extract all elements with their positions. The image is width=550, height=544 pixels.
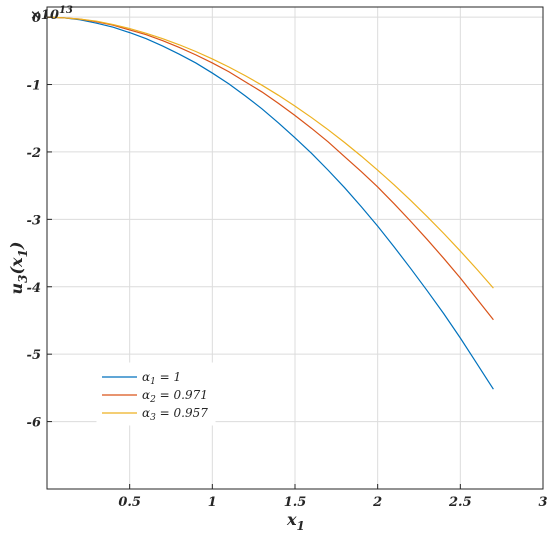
tick-layer: 0.5 1 1.5 2 2.5 3 0 -1 -2 -3 -4 -5 -6 [27,11,548,510]
legend-value: = 0.971 [156,388,208,402]
y-exponent-power: 13 [59,5,73,16]
legend-subscript: 1 [150,377,156,387]
y-axis-label-arg-sub: 1 [16,249,30,257]
y-axis-label-arg: (x [7,257,26,275]
legend-subscript: 3 [150,413,156,423]
y-exponent-label: ×1013 [30,5,73,23]
legend-value: = 1 [156,370,181,384]
y-axis-label-main: u [7,283,26,295]
legend-box [96,362,216,426]
x-tick-label: 1 [208,495,217,510]
x-tick-label: 2.5 [448,495,472,510]
x-axis-label-main: x [286,510,297,529]
y-tick-label: 0 [32,11,41,26]
series-line-2 [46,16,494,321]
y-tick-label: -6 [27,416,41,431]
y-tick-label: -1 [27,79,41,94]
legend-label-1: α1 = 1 [142,370,181,387]
x-tick-label: 0.5 [118,495,141,510]
y-tick-label: -3 [27,213,41,228]
series-line-1 [46,16,494,390]
legend-symbol: α [142,406,150,420]
x-axis-label-sub: 1 [297,519,305,533]
legend-label-2: α2 = 0.971 [142,388,208,405]
y-axis-label-sub: 3 [16,275,30,283]
legend-symbol: α [142,388,150,402]
x-tick-label: 3 [538,495,547,510]
legend-value: = 0.957 [156,406,208,420]
legend-symbol: α [142,370,150,384]
y-axis-label: u3(x1) [7,241,30,294]
legend-subscript: 2 [149,395,156,405]
series-layer [46,16,494,390]
x-tick-label: 2 [372,495,382,510]
y-tick-label: -5 [27,348,41,363]
x-tick-label: 1.5 [284,495,307,510]
y-tick-label: -4 [27,281,41,296]
y-exponent-base: ×10 [30,8,59,23]
legend-label-3: α3 = 0.957 [142,406,208,423]
series-line-3 [46,16,494,289]
y-axis-label-close: ) [7,241,26,250]
y-tick-label: -2 [27,146,41,161]
x-axis-label: x1 [286,510,305,533]
